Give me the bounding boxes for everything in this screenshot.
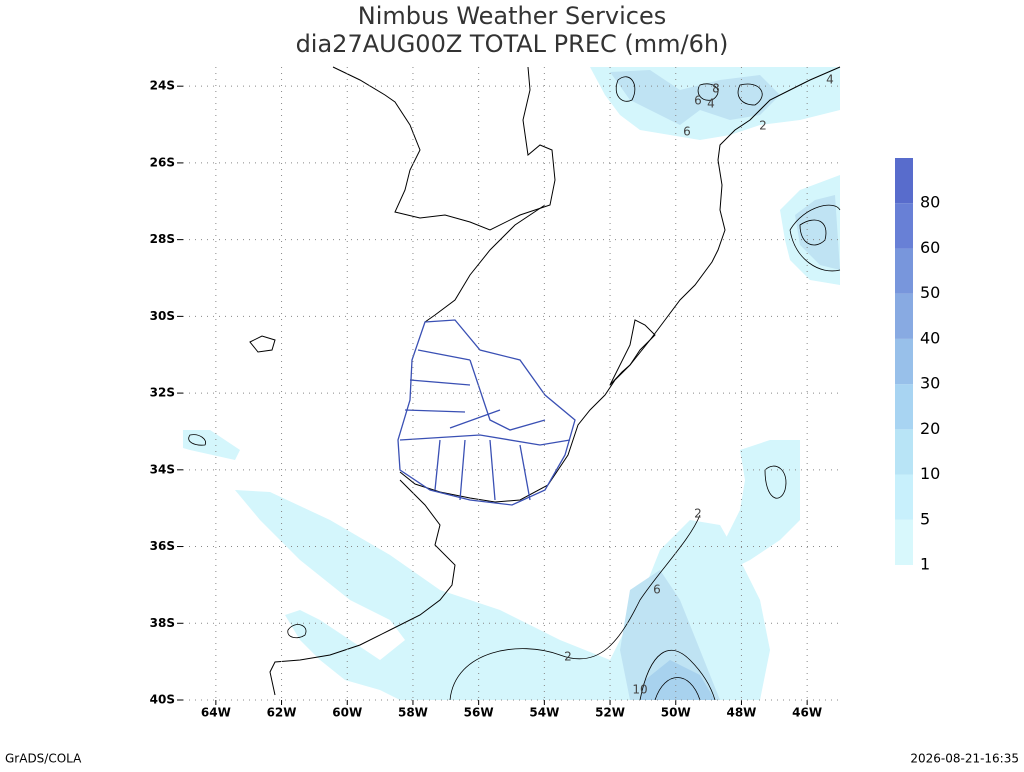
contour-lines: [188, 76, 841, 701]
contour-label: 4: [826, 73, 834, 87]
contour-label: 2: [694, 507, 702, 521]
title: Nimbus Weather Services: [358, 2, 666, 30]
contour-label: 6: [683, 125, 691, 139]
colorbar-box: [895, 384, 913, 430]
contour-label: 4: [707, 97, 715, 111]
contour-label: 10: [632, 683, 647, 697]
contour-label: 2: [759, 119, 767, 133]
precip-core: [610, 70, 840, 700]
x-tick-label: 52W: [595, 706, 625, 720]
colorbar-label: 80: [920, 193, 940, 212]
colorbar-label: 1: [920, 555, 930, 574]
colorbar-label: 30: [920, 374, 940, 393]
x-tick-label: 62W: [267, 706, 297, 720]
precip-shading: [183, 67, 840, 700]
colorbar-box: [895, 158, 913, 204]
y-tick-label: 34S: [150, 462, 175, 476]
coastline: [249, 66, 841, 696]
colorbar-label: 20: [920, 419, 940, 438]
y-tick-label: 30S: [150, 309, 175, 323]
subtitle: dia27AUG00Z TOTAL PREC (mm/6h): [296, 30, 729, 58]
x-tick-label: 56W: [464, 706, 494, 720]
footer-left: GrADS/COLA: [5, 752, 82, 766]
y-tick-label: 40S: [150, 693, 175, 707]
x-tick-label: 58W: [398, 706, 428, 720]
y-tick-label: 28S: [150, 232, 175, 246]
x-tick-label: 46W: [792, 706, 822, 720]
colorbar-box: [895, 293, 913, 339]
colorbar-box: [895, 203, 913, 249]
y-tick-label: 32S: [150, 386, 175, 400]
contour-label: 2: [564, 650, 572, 664]
x-tick-label: 48W: [726, 706, 756, 720]
colorbar-label: 60: [920, 238, 940, 257]
colorbar-label: 5: [920, 509, 930, 528]
y-tick-label: 36S: [150, 539, 175, 553]
contour-label: 6: [653, 583, 661, 597]
colorbar-box: [895, 519, 913, 565]
y-tick-label: 24S: [150, 79, 175, 93]
y-tick-label: 26S: [150, 155, 175, 169]
colorbar-label: 50: [920, 283, 940, 302]
colorbar-label: 10: [920, 464, 940, 483]
x-tick-label: 60W: [332, 706, 362, 720]
colorbar-box: [895, 338, 913, 385]
colorbar-label: 40: [920, 328, 940, 347]
contour-label: 8: [712, 82, 720, 96]
contour-label: 6: [694, 94, 702, 108]
y-tick-label: 38S: [150, 616, 175, 630]
colorbar-box: [895, 474, 913, 520]
x-tick-label: 50W: [661, 706, 691, 720]
x-tick-label: 64W: [201, 706, 231, 720]
colorbar-box: [895, 248, 913, 294]
footer-right: 2026-08-21-16:35: [910, 752, 1019, 766]
colorbar-box: [895, 429, 913, 475]
x-tick-label: 54W: [529, 706, 559, 720]
uruguay-borders: [397, 319, 576, 506]
